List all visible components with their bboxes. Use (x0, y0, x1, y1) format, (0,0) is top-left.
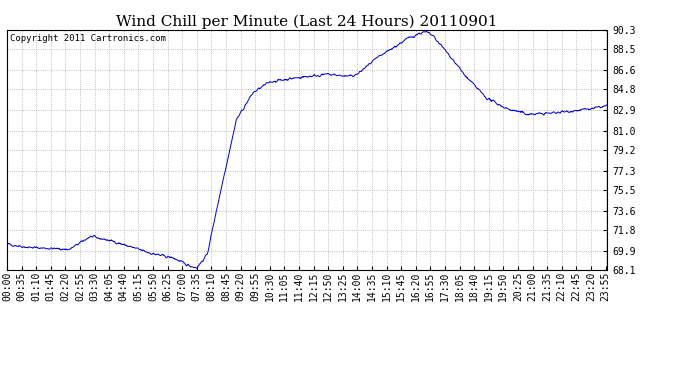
Text: Copyright 2011 Cartronics.com: Copyright 2011 Cartronics.com (10, 34, 166, 43)
Title: Wind Chill per Minute (Last 24 Hours) 20110901: Wind Chill per Minute (Last 24 Hours) 20… (117, 15, 497, 29)
